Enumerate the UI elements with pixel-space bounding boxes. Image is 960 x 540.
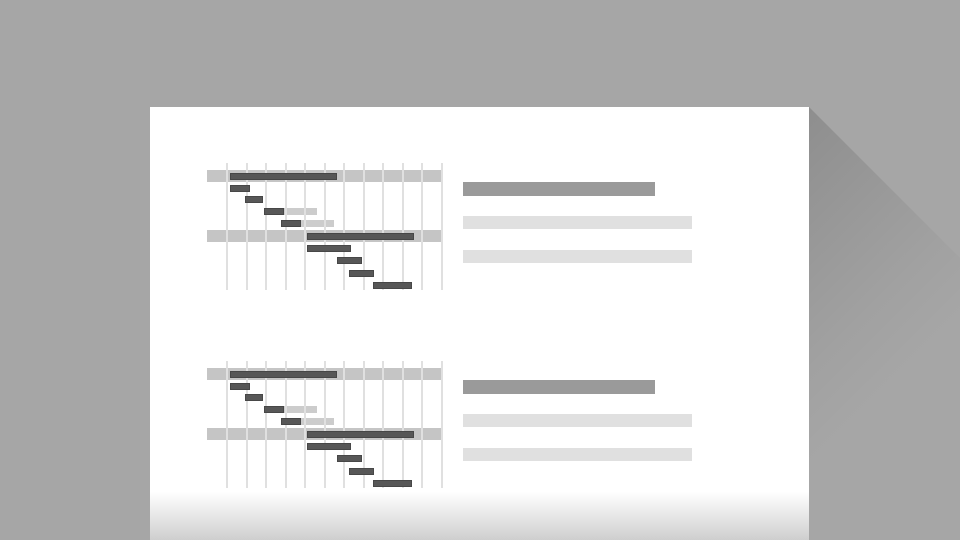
gantt-bar-dark [245, 394, 263, 401]
gantt-gridline [440, 163, 443, 290]
gantt-chart [207, 361, 443, 488]
gantt-bar-dark [307, 233, 414, 240]
gantt-bar-dark [307, 431, 414, 438]
gantt-gridline [226, 361, 228, 488]
gantt-gridline [440, 361, 443, 488]
gantt-bar-dark [230, 383, 250, 390]
text-placeholder-bar [463, 414, 692, 427]
gantt-gridline [382, 361, 384, 488]
gantt-bar-dark [307, 245, 351, 252]
text-placeholder-group [463, 380, 692, 461]
heading-placeholder-bar [463, 182, 655, 196]
gantt-gridline [265, 163, 267, 290]
document-card [150, 107, 809, 540]
text-placeholder-bar [463, 448, 692, 461]
card-long-shadow [809, 107, 960, 540]
gantt-bar-dark [230, 185, 250, 192]
gantt-bar-dark [307, 443, 351, 450]
gantt-gridline [343, 163, 345, 290]
gantt-gridline [265, 361, 267, 488]
card-bottom-fade [150, 492, 809, 540]
gantt-gridline [382, 163, 384, 290]
gantt-bar-dark [264, 208, 284, 215]
gantt-gridline [421, 163, 423, 290]
gantt-bar-dark [230, 173, 337, 180]
text-placeholder-group [463, 182, 692, 263]
gantt-bar-dark [337, 455, 362, 462]
gantt-gridline [304, 361, 306, 488]
gantt-gridline [343, 361, 345, 488]
gantt-gridline [245, 361, 248, 488]
gantt-chart [207, 163, 443, 290]
gantt-bar-light [284, 208, 317, 215]
gantt-bar-dark [337, 257, 362, 264]
gantt-gridline [323, 361, 326, 488]
gantt-gridline [304, 163, 306, 290]
gantt-gridline [362, 361, 365, 488]
gantt-bar-dark [349, 468, 374, 475]
gantt-gridline [421, 361, 423, 488]
gantt-bar-dark [281, 418, 301, 425]
gantt-gridline [401, 361, 404, 488]
gantt-bar-dark [230, 371, 337, 378]
gantt-bar-dark [373, 282, 412, 289]
gantt-bar-light [301, 220, 334, 227]
gantt-bar-dark [245, 196, 263, 203]
gantt-gridline [323, 163, 326, 290]
gantt-bar-light [301, 418, 334, 425]
heading-placeholder-bar [463, 380, 655, 394]
gantt-bar-dark [349, 270, 374, 277]
gantt-bar-light [284, 406, 317, 413]
gantt-bar-dark [264, 406, 284, 413]
gantt-gridline [401, 163, 404, 290]
gantt-gridline [245, 163, 248, 290]
text-placeholder-bar [463, 250, 692, 263]
text-placeholder-bar [463, 216, 692, 229]
gantt-gridline [226, 163, 228, 290]
gantt-gridline [362, 163, 365, 290]
gantt-bar-dark [373, 480, 412, 487]
gantt-bar-dark [281, 220, 301, 227]
